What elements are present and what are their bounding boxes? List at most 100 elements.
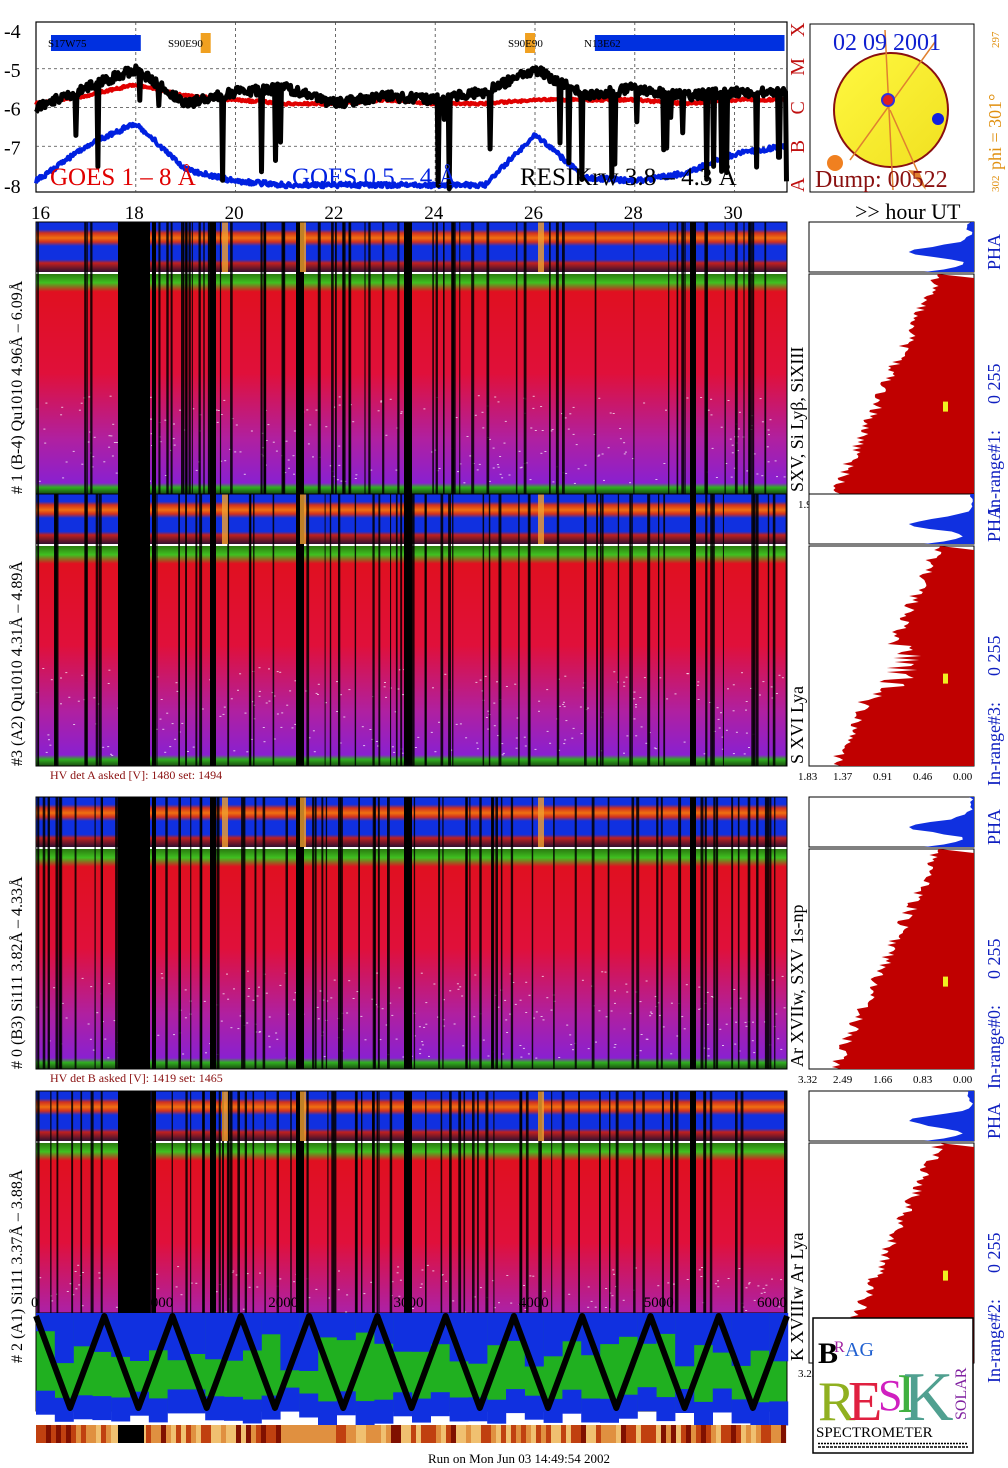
time-tick-22: 22: [324, 203, 343, 224]
spectrum-speck: [590, 1300, 593, 1302]
spectrum-speck: [759, 694, 761, 696]
spectrum-speck: [625, 676, 628, 678]
stripe-cell: [346, 1425, 352, 1443]
goes-ytick-1: -5: [4, 60, 21, 82]
spectrum-speck: [535, 1057, 538, 1059]
spectrum-speck: [735, 1021, 738, 1023]
spectrum-speck: [313, 751, 316, 753]
spectrum-speck: [385, 696, 387, 698]
stripe-cell: [186, 1425, 192, 1443]
spectrum-speck: [432, 687, 434, 689]
spectrum-speck: [529, 479, 532, 481]
spectrum-speck: [459, 986, 462, 988]
spectrum-speck: [477, 395, 480, 397]
spectrum-speck: [753, 1299, 756, 1301]
spectrum-speck: [481, 411, 484, 413]
spectrum-speck: [515, 747, 518, 749]
spectrum-speck: [566, 1024, 569, 1026]
spectrum-speck: [173, 444, 176, 446]
sun-pointing-arrow: [908, 170, 926, 190]
spectrum-speck: [635, 735, 638, 737]
stripe-cell: [621, 1425, 627, 1443]
data-gap-line: [244, 1091, 247, 1363]
data-gap-line: [372, 494, 375, 766]
spectrum-speck: [519, 467, 522, 469]
data-gap-line: [495, 797, 498, 1069]
goes-ytick-0: -4: [4, 21, 21, 43]
spectrum-speck: [710, 414, 713, 416]
data-gap-line: [772, 494, 776, 766]
data-gap-line: [705, 494, 708, 766]
spectrum-speck: [383, 686, 386, 688]
scan-block: [205, 1313, 225, 1360]
data-gap-line: [48, 797, 50, 1069]
logo-s: S: [878, 1371, 902, 1420]
spectrum-speck: [626, 735, 629, 737]
stripe-cell: [86, 1425, 92, 1443]
data-gap-line: [485, 1091, 489, 1363]
data-gap-line: [190, 797, 192, 1069]
spectrum-speck: [646, 1038, 649, 1040]
scan-block-low: [299, 1393, 319, 1418]
stripe-cell: [566, 1425, 572, 1443]
spectrum-speck: [192, 408, 195, 410]
region-bar-0: [50, 35, 141, 51]
spectrum-speck: [81, 463, 84, 465]
data-gap-line: [518, 494, 520, 766]
spectrum-speck: [594, 1306, 597, 1308]
data-gap-line: [438, 797, 441, 1069]
sun-disk: [833, 52, 949, 168]
stripe-cell: [41, 1425, 47, 1443]
spectrum-speck: [115, 472, 118, 474]
data-gap-line: [412, 494, 415, 766]
spectrum-speck: [338, 404, 341, 406]
spectrum-speck: [748, 747, 750, 748]
spectrum-speck: [683, 741, 686, 743]
spectrum-speck: [751, 425, 753, 427]
spectrum-speck: [375, 1004, 377, 1006]
spectrum-speck: [745, 701, 748, 702]
range-marker: [943, 673, 948, 684]
data-gap-line: [376, 1091, 379, 1363]
spectrum-speck: [659, 1014, 661, 1016]
legend-resik: RESIKrw 3.8 – 4.3 Å: [520, 164, 737, 191]
data-gap-line: [150, 1091, 152, 1363]
stripe-cell: [666, 1425, 672, 1443]
data-gap-line: [195, 494, 198, 766]
spectrum-speck: [623, 681, 626, 683]
spectrum-speck: [294, 992, 297, 994]
data-gap-line: [276, 1091, 279, 1363]
spectrum-speck: [476, 469, 479, 471]
spectrum-speck: [780, 1048, 783, 1050]
spectrum-speck: [765, 1284, 768, 1286]
stripe-cell: [96, 1425, 102, 1443]
stripe-cell: [716, 1425, 722, 1443]
spectrum-speck: [598, 1010, 601, 1012]
data-gap-line: [458, 1091, 462, 1363]
data-gap-line: [199, 494, 203, 766]
spectrum-speck: [783, 1007, 786, 1009]
in-range-label: In-range#0:: [984, 1005, 1004, 1089]
spectrum-speck: [603, 479, 605, 481]
scan-block-low: [562, 1389, 582, 1414]
stripe-cell: [251, 1425, 257, 1443]
spectrum-speck: [457, 471, 459, 473]
spectrum-speck: [565, 720, 568, 722]
data-gap-line: [100, 494, 102, 766]
spectrum-speck: [492, 447, 495, 449]
spectrum-speck: [493, 702, 496, 704]
spectrum-speck: [612, 413, 615, 414]
stripe-cell: [341, 1425, 347, 1443]
spectrum-speck: [232, 1270, 235, 1272]
stripe-cell: [491, 1425, 497, 1443]
spectrum-speck: [256, 1286, 259, 1288]
spectrum-speck: [777, 1038, 780, 1040]
stripe-gap: [118, 1425, 144, 1443]
spectrum-speck: [739, 997, 742, 999]
data-gap-line: [574, 797, 577, 1069]
spectrum-speck: [226, 973, 228, 975]
data-gap-line: [37, 797, 40, 1069]
spectrum-speck: [412, 1308, 414, 1309]
spectrum-speck: [181, 722, 184, 724]
spectrum-speck: [315, 692, 318, 694]
